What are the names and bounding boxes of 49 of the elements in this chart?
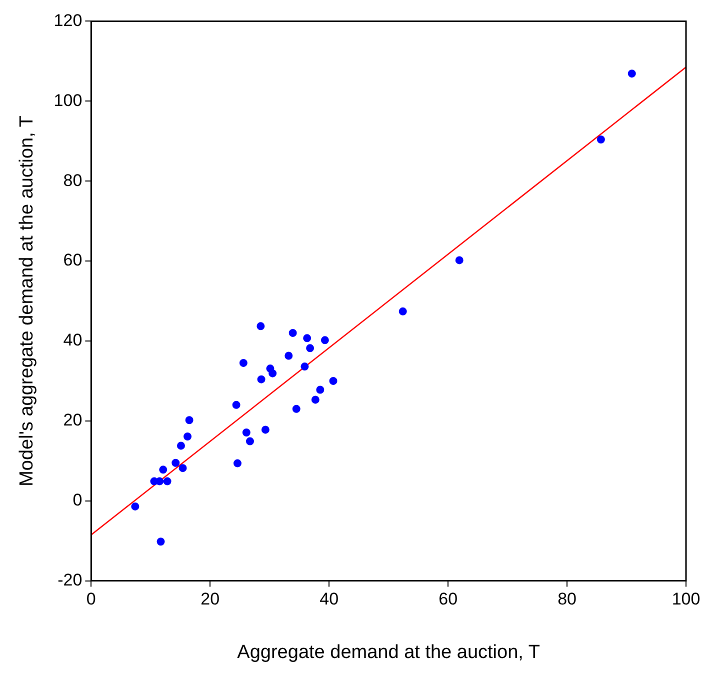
point bbox=[292, 404, 300, 413]
point bbox=[316, 386, 324, 394]
point bbox=[163, 477, 172, 486]
y-axis-title: Model's aggregate demand at the auction, T bbox=[16, 115, 38, 486]
point bbox=[156, 538, 165, 546]
point bbox=[156, 477, 164, 486]
point bbox=[311, 396, 320, 404]
y-tick-label: 60 bbox=[63, 250, 82, 270]
point bbox=[257, 375, 266, 384]
point bbox=[329, 376, 338, 385]
point bbox=[268, 369, 277, 378]
point bbox=[159, 466, 168, 474]
point bbox=[131, 502, 140, 510]
point bbox=[306, 344, 314, 352]
x-axis-title: Aggregate demand at the auction, T bbox=[237, 642, 540, 663]
y-tick-label: 40 bbox=[63, 330, 82, 350]
y-tick-label: 100 bbox=[54, 90, 82, 110]
point bbox=[246, 437, 254, 446]
point bbox=[288, 328, 297, 337]
point bbox=[233, 459, 242, 468]
y-tick-label: 120 bbox=[54, 10, 82, 30]
x-tick-label: 0 bbox=[86, 590, 96, 609]
y-tick-label: 0 bbox=[72, 490, 82, 510]
point bbox=[320, 336, 329, 344]
point bbox=[242, 428, 250, 437]
point bbox=[398, 307, 407, 316]
point bbox=[256, 322, 265, 330]
x-tick-label: 20 bbox=[200, 590, 220, 609]
point bbox=[239, 358, 248, 367]
point bbox=[176, 442, 185, 450]
point bbox=[261, 426, 270, 434]
point bbox=[232, 400, 240, 409]
point bbox=[178, 464, 187, 472]
y-tick-label: 80 bbox=[63, 170, 82, 190]
point bbox=[455, 256, 464, 264]
point bbox=[303, 334, 312, 342]
point bbox=[596, 136, 605, 144]
y-tick-label: -20 bbox=[58, 570, 82, 590]
point bbox=[185, 416, 194, 424]
x-tick-label: 60 bbox=[438, 590, 458, 609]
x-tick-label: 80 bbox=[558, 590, 576, 609]
point bbox=[284, 352, 293, 360]
point bbox=[628, 70, 636, 78]
x-tick-label: 40 bbox=[320, 590, 339, 609]
point bbox=[300, 362, 309, 371]
x-tick-label: 100 bbox=[672, 590, 700, 609]
point bbox=[172, 458, 180, 467]
y-tick-label: 20 bbox=[63, 410, 82, 430]
point bbox=[184, 432, 192, 441]
